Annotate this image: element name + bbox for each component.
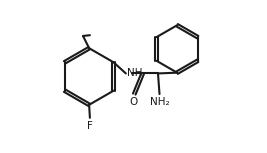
Text: NH₂: NH₂ (150, 97, 169, 107)
Text: F: F (87, 121, 93, 131)
Text: NH: NH (127, 68, 143, 78)
Text: O: O (129, 97, 138, 107)
